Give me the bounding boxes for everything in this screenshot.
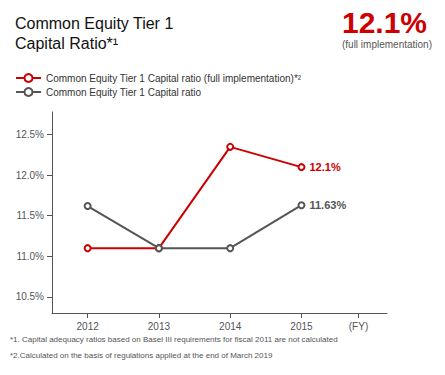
svg-text:2013: 2013: [148, 321, 171, 332]
svg-text:12.0%: 12.0%: [16, 170, 44, 181]
svg-text:11.5%: 11.5%: [16, 210, 44, 221]
svg-text:*1. Capital adequacy ratios ba: *1. Capital adequacy ratios based on Bas…: [10, 335, 338, 344]
svg-text:Capital Ratio*¹: Capital Ratio*¹: [15, 35, 118, 52]
svg-text:Common Equity Tier 1: Common Equity Tier 1: [15, 15, 173, 32]
svg-text:10.5%: 10.5%: [16, 291, 44, 302]
svg-text:(FY): (FY): [349, 321, 368, 332]
svg-text:2012: 2012: [77, 321, 100, 332]
svg-text:2014: 2014: [219, 321, 242, 332]
svg-text:*2.Calculated on the basis of: *2.Calculated on the basis of regulation…: [10, 351, 273, 360]
svg-text:Common Equity Tier 1 Capital r: Common Equity Tier 1 Capital ratio: [46, 87, 202, 98]
svg-text:(full implementation): (full implementation): [342, 39, 432, 50]
svg-text:11.63%: 11.63%: [309, 199, 346, 211]
svg-text:2015: 2015: [290, 321, 313, 332]
svg-text:12.1%: 12.1%: [342, 6, 427, 39]
svg-text:11.0%: 11.0%: [16, 251, 44, 262]
svg-text:12.5%: 12.5%: [16, 129, 44, 140]
svg-text:12.1%: 12.1%: [309, 161, 340, 173]
svg-text:Common Equity Tier 1 Capital r: Common Equity Tier 1 Capital ratio (full…: [46, 73, 302, 84]
